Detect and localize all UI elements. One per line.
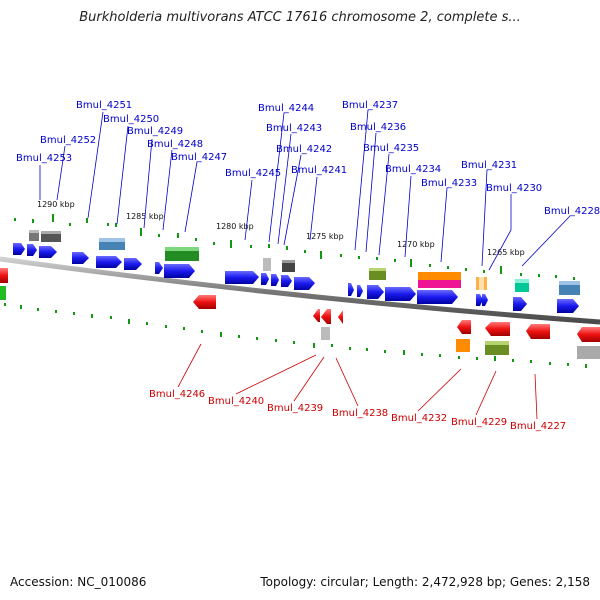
gene-label: Bmul_4243 [266,123,322,134]
gene-label: Bmul_4239 [267,403,323,414]
forward-gene-arrows [13,243,579,313]
gene-label: Bmul_4241 [291,165,347,176]
gene-label: Bmul_4227 [510,421,566,432]
gene-arrow [482,294,488,306]
gene-arrow [577,327,600,342]
gene-label: Bmul_4232 [391,413,447,424]
forward-feature-boxes [0,230,580,300]
gene-label: Bmul_4244 [258,103,314,114]
gene-arrow [513,297,527,311]
gene-label: Bmul_4235 [363,143,419,154]
gene-label: Bmul_4236 [350,122,406,133]
gene-arrow [476,294,483,306]
gene-label: Bmul_4234 [385,164,441,175]
gene-arrow [557,299,579,313]
gene-arrow [357,285,363,297]
gene-arrow [348,283,354,296]
chromosome-backbone [0,256,600,325]
topology-text: Topology: circular; Length: 2,472,928 bp… [260,575,590,589]
gene-arrow [261,273,269,285]
gene-label: Bmul_4231 [461,160,517,171]
gene-arrow [485,322,510,336]
gene-label: Bmul_4245 [225,168,281,179]
gene-arrow [225,271,259,284]
gene-label: Bmul_4247 [171,152,227,163]
gene-arrow [321,309,331,324]
gene-label: Bmul_4242 [276,144,332,155]
minor-ticks [4,218,587,368]
gene-label: Bmul_4238 [332,408,388,419]
gene-arrow [39,246,57,258]
gene-arrow [193,295,216,309]
gene-label: Bmul_4230 [486,183,542,194]
forward-leader-lines [39,109,571,271]
gene-arrow [72,252,89,264]
gene-arrow [385,287,416,301]
gene-label: Bmul_4228 [544,206,600,217]
map-title: Burkholderia multivorans ATCC 17616 chro… [79,10,521,25]
gene-label: Bmul_4253 [16,153,72,164]
gene-label: Bmul_4251 [76,100,132,111]
tick-label: 1280 kbp [216,222,254,231]
reverse-gene-arrows [0,268,600,342]
gene-arrow [338,310,343,324]
gene-label: Bmul_4246 [149,389,205,400]
gene-label: Bmul_4249 [127,126,183,137]
tick-label: 1270 kbp [397,240,435,249]
reverse-feature-boxes [321,327,600,359]
gene-arrow [417,290,458,304]
gene-arrow [271,274,279,286]
gene-label: Bmul_4233 [421,178,477,189]
gene-arrow [155,262,163,274]
tick-label: 1265 kbp [487,248,525,257]
tick-label: 1275 kbp [306,232,344,241]
gene-arrow [526,324,550,339]
gene-arrow [0,268,8,283]
tick-label: 1290 kbp [37,200,75,209]
gene-label: Bmul_4229 [451,417,507,428]
gene-arrow [281,275,292,287]
gene-label: Bmul_4237 [342,100,398,111]
gene-arrow [164,264,195,278]
reverse-gene-labels: Bmul_4246 Bmul_4240 Bmul_4239 Bmul_4238 … [149,389,566,432]
gene-arrow [313,309,320,322]
gene-arrow [27,244,37,256]
gene-arrow [13,243,25,255]
gene-arrow [96,256,122,268]
gene-label: Bmul_4250 [103,114,159,125]
gene-arrow [367,285,384,299]
gene-arrow [124,258,142,270]
gene-label: Bmul_4252 [40,135,96,146]
reverse-leader-lines [177,343,538,420]
gene-label: Bmul_4240 [208,396,264,407]
gene-arrow [457,320,471,334]
gene-label: Bmul_4248 [147,139,203,150]
forward-gene-labels: Bmul_4253 Bmul_4252 Bmul_4251 Bmul_4250 … [16,100,600,217]
accession-text: Accession: NC_010086 [10,575,147,589]
gene-arrow [294,277,315,290]
